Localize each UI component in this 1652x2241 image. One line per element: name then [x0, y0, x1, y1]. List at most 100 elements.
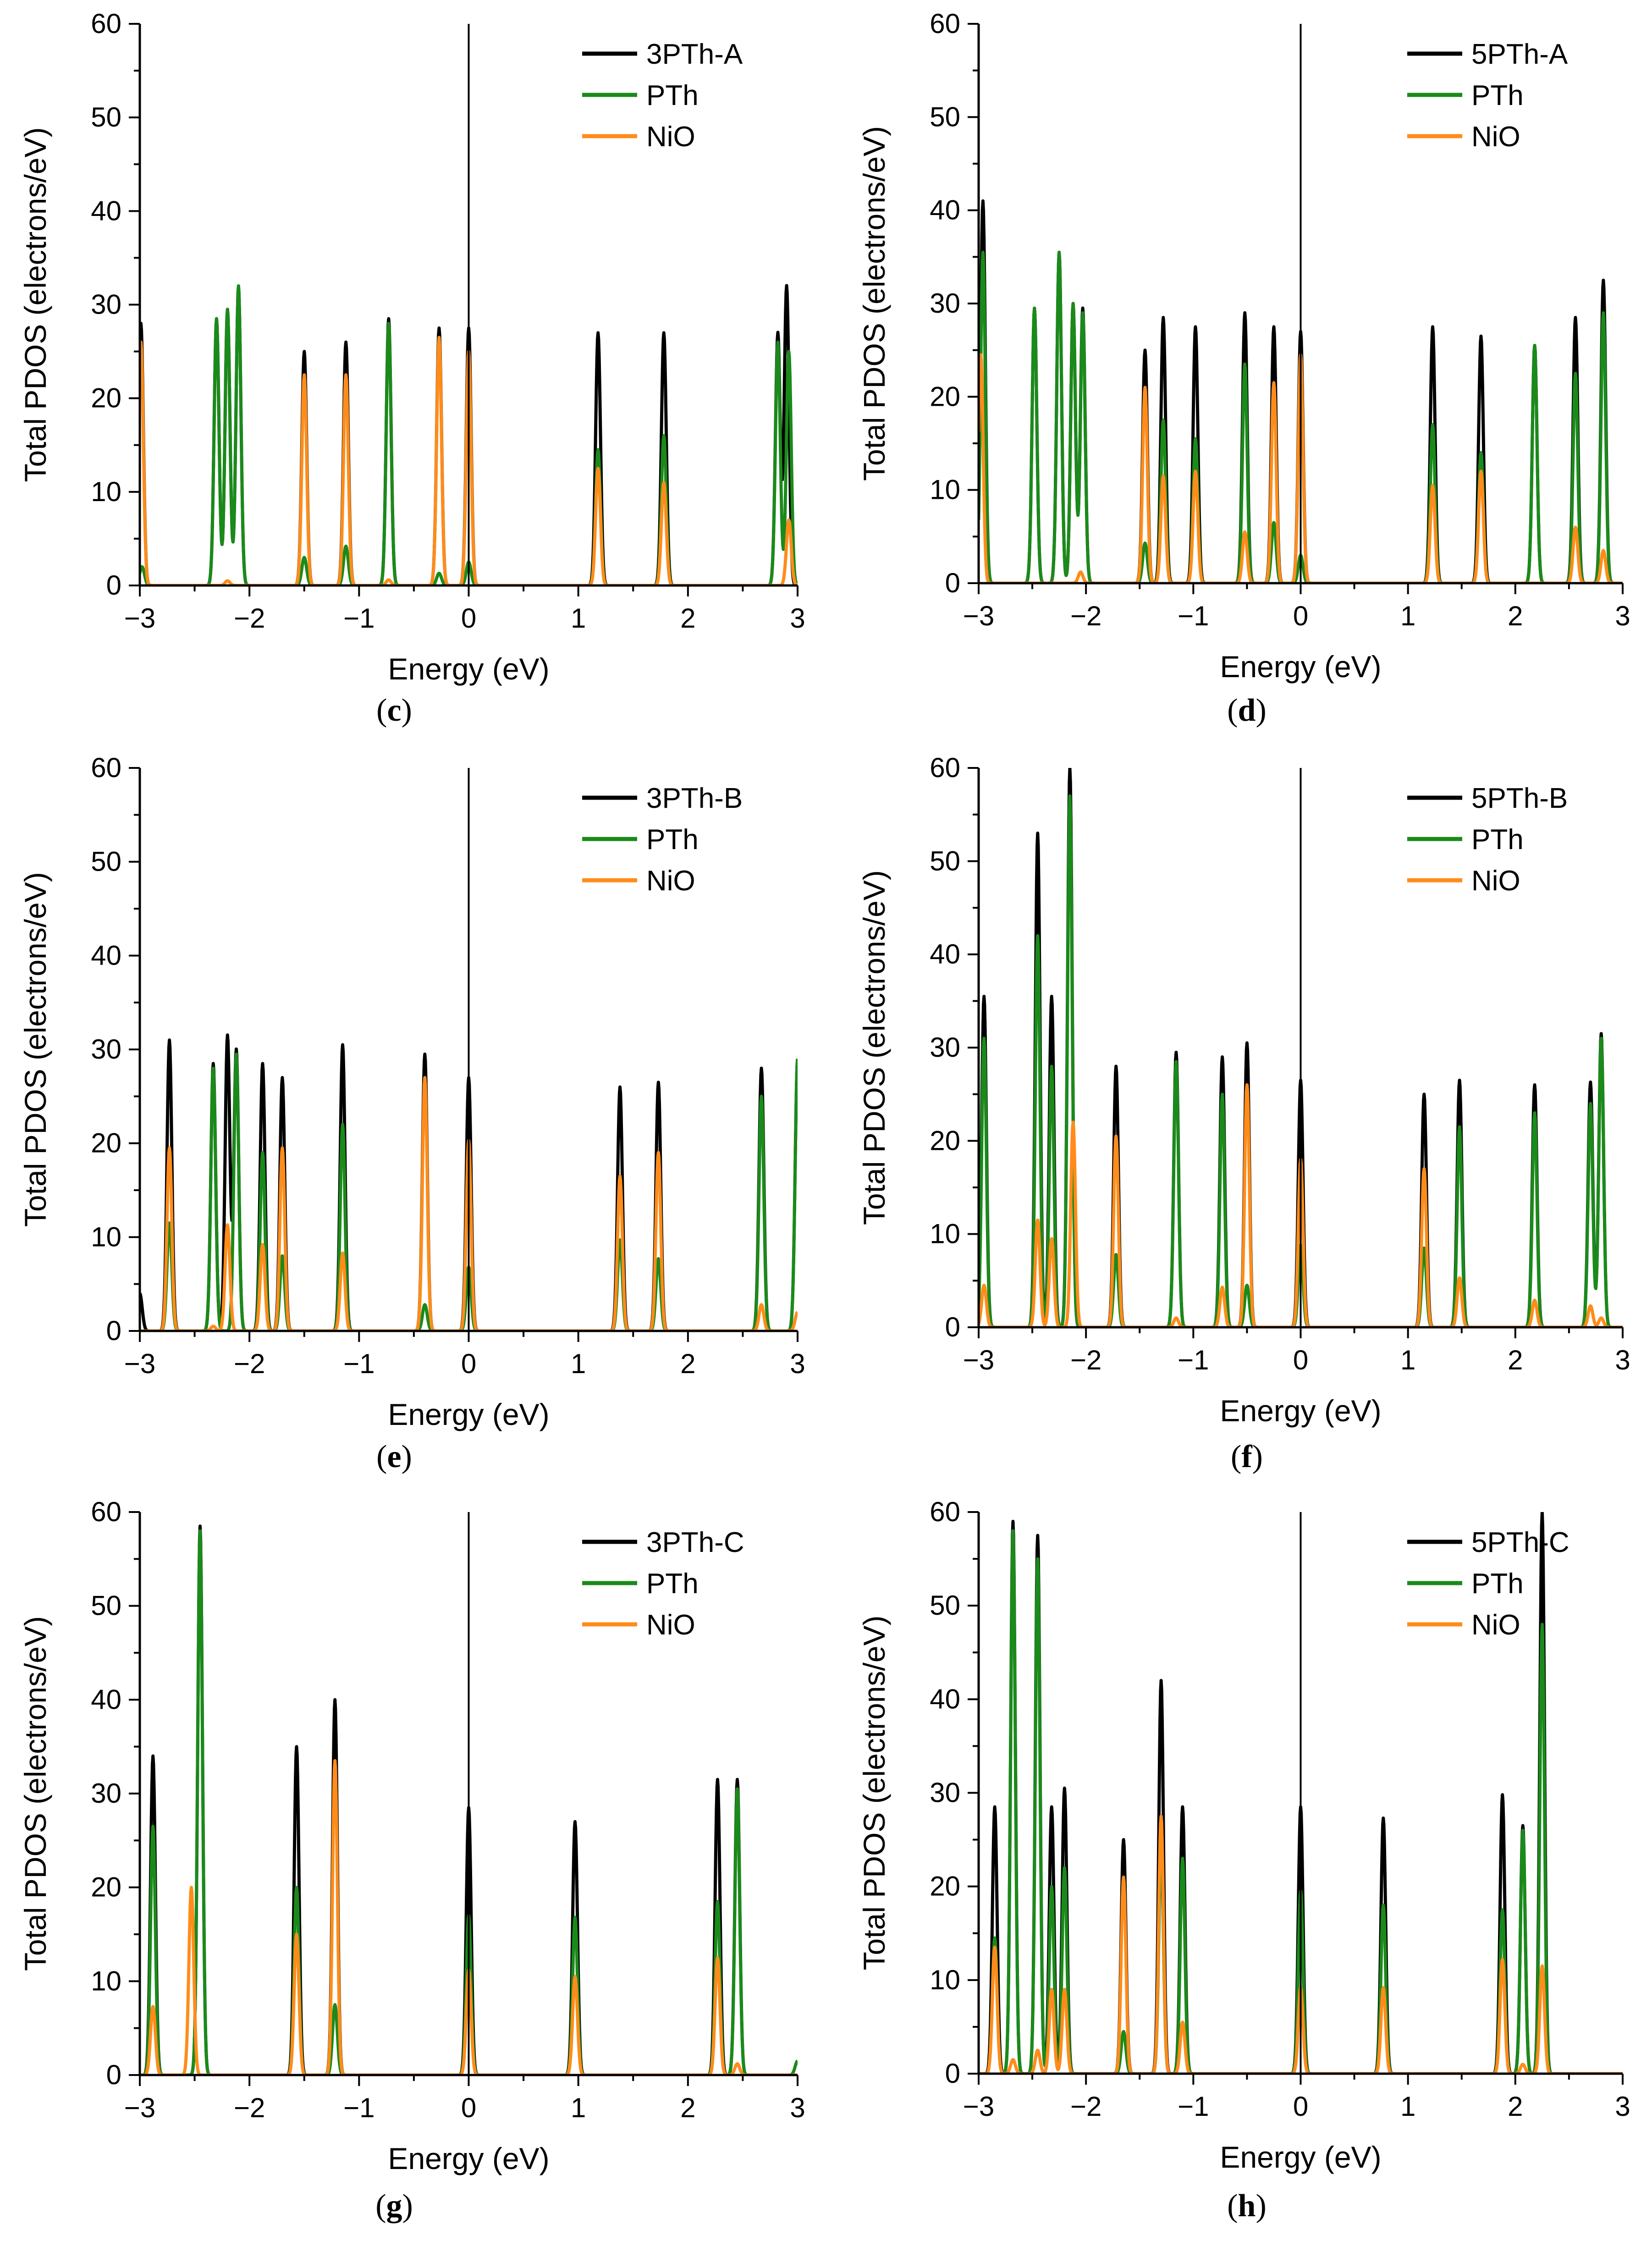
legend-label: NiO — [1471, 121, 1520, 153]
x-tick-label: 1 — [1400, 601, 1415, 631]
x-tick-label: −3 — [963, 2091, 994, 2122]
y-tick-label: 10 — [930, 1965, 960, 1995]
y-tick-label: 50 — [91, 102, 121, 132]
y-tick-label: 0 — [945, 2058, 960, 2089]
y-axis-title: Total PDOS (electrons/eV) — [18, 127, 52, 482]
legend-label: NiO — [1471, 1609, 1520, 1641]
y-tick-label: 40 — [91, 940, 121, 971]
y-tick-label: 30 — [91, 1778, 121, 1809]
x-tick-label: 2 — [680, 603, 695, 634]
x-tick-label: 1 — [571, 603, 586, 634]
y-tick-label: 0 — [945, 1312, 960, 1342]
y-tick-label: 0 — [106, 2059, 121, 2090]
legend-label: NiO — [646, 121, 695, 153]
y-tick-label: 60 — [91, 752, 121, 783]
legend-label: NiO — [646, 865, 695, 897]
y-axis-title: Total PDOS (electrons/eV) — [857, 870, 891, 1225]
y-tick-label: 10 — [91, 1965, 121, 1996]
x-tick-label: 3 — [1615, 2091, 1630, 2122]
legend-label: PTh — [646, 80, 699, 111]
x-tick-label: −1 — [1178, 601, 1209, 631]
y-tick-label: 50 — [91, 846, 121, 877]
y-tick-label: 60 — [930, 752, 960, 783]
legend-label: 3PTh-B — [646, 783, 743, 814]
legend-label: NiO — [646, 1609, 695, 1641]
x-tick-label: −1 — [343, 2092, 374, 2123]
x-axis-title: Energy (eV) — [388, 652, 549, 686]
legend-label: PTh — [1471, 80, 1524, 111]
y-tick-label: 20 — [91, 383, 121, 414]
x-tick-label: −3 — [963, 601, 994, 631]
panel-caption: (e) — [376, 1439, 412, 1474]
panel-caption: (h) — [1227, 2188, 1267, 2224]
y-tick-label: 10 — [930, 475, 960, 505]
y-tick-label: 40 — [930, 195, 960, 226]
y-tick-label: 0 — [945, 568, 960, 598]
y-tick-label: 0 — [106, 570, 121, 601]
x-tick-label: 3 — [790, 603, 805, 634]
x-tick-label: 2 — [1508, 601, 1523, 631]
x-tick-label: 2 — [1508, 2091, 1523, 2122]
legend-label: 5PTh-B — [1471, 783, 1568, 814]
chart-panel-f: 0 10 20 30 40 50 60 −3 −2 −1 0 1 2 3 Energy (eV) Total … — [857, 752, 1630, 1474]
x-tick-label: −2 — [1070, 2091, 1101, 2122]
y-axis-title: Total PDOS (electrons/eV) — [18, 872, 52, 1227]
legend-label: 3PTh-A — [646, 39, 743, 70]
x-axis-title: Energy (eV) — [388, 2142, 549, 2175]
y-tick-label: 50 — [930, 845, 960, 876]
x-tick-label: 1 — [571, 2092, 586, 2123]
x-tick-label: 3 — [1615, 1345, 1630, 1375]
chart-panel-g: 0 10 20 30 40 50 60 −3 −2 −1 0 1 2 3 Energy (eV) Total … — [18, 1496, 805, 2224]
x-tick-label: 3 — [790, 1348, 805, 1379]
legend-label: 3PTh-C — [646, 1527, 744, 1558]
x-tick-label: 2 — [680, 1348, 695, 1379]
x-tick-label: 1 — [1400, 2091, 1415, 2122]
y-tick-label: 60 — [91, 1496, 121, 1527]
y-tick-label: 40 — [91, 195, 121, 226]
y-tick-label: 20 — [91, 1872, 121, 1903]
chart-panel-h: 0 10 20 30 40 50 60 −3 −2 −1 0 1 2 3 Energy (eV) Total … — [857, 1496, 1630, 2224]
x-tick-label: 0 — [1293, 1345, 1308, 1375]
x-tick-label: 0 — [461, 1348, 476, 1379]
x-tick-label: 2 — [1508, 1345, 1523, 1375]
x-tick-label: 1 — [571, 1348, 586, 1379]
legend-label: NiO — [1471, 865, 1520, 897]
x-tick-label: −3 — [124, 603, 155, 634]
x-tick-label: −2 — [1070, 601, 1101, 631]
x-tick-label: −2 — [234, 2092, 265, 2123]
y-tick-label: 30 — [930, 1777, 960, 1808]
x-axis-title: Energy (eV) — [1220, 2140, 1381, 2174]
panel-caption: (d) — [1227, 693, 1267, 728]
y-tick-label: 10 — [91, 476, 121, 507]
y-tick-label: 30 — [930, 288, 960, 319]
chart-panel-d: 0 10 20 30 40 50 60 −3 −2 −1 0 1 2 3 Energy (eV) Total … — [857, 8, 1630, 728]
x-tick-label: −2 — [1070, 1345, 1101, 1375]
y-tick-label: 60 — [91, 8, 121, 39]
legend-label: PTh — [1471, 1568, 1524, 1600]
y-tick-label: 30 — [930, 1032, 960, 1063]
x-tick-label: −1 — [1178, 1345, 1209, 1375]
y-tick-label: 20 — [91, 1128, 121, 1159]
x-tick-label: −1 — [343, 603, 374, 634]
x-axis-title: Energy (eV) — [388, 1397, 549, 1431]
y-tick-label: 50 — [930, 101, 960, 132]
legend-label: PTh — [646, 824, 699, 856]
chart-panel-e: 0 10 20 30 40 50 60 −3 −2 −1 0 1 2 3 Energy (eV) Total … — [18, 752, 805, 1474]
x-tick-label: −3 — [963, 1345, 994, 1375]
y-tick-label: 0 — [106, 1315, 121, 1346]
x-axis-title: Energy (eV) — [1220, 650, 1381, 684]
x-tick-label: −1 — [1178, 2091, 1209, 2122]
y-tick-label: 20 — [930, 1125, 960, 1156]
y-tick-label: 30 — [91, 289, 121, 320]
x-tick-label: −3 — [124, 2092, 155, 2123]
x-tick-label: −3 — [124, 1348, 155, 1379]
y-tick-label: 10 — [930, 1219, 960, 1249]
panel-caption: (g) — [375, 2188, 413, 2224]
legend-label: 5PTh-A — [1471, 39, 1568, 70]
x-tick-label: −1 — [343, 1348, 374, 1379]
legend-label: PTh — [646, 1568, 699, 1600]
y-tick-label: 60 — [930, 1496, 960, 1527]
legend-label: PTh — [1471, 824, 1524, 856]
x-tick-label: 0 — [1293, 2091, 1308, 2122]
